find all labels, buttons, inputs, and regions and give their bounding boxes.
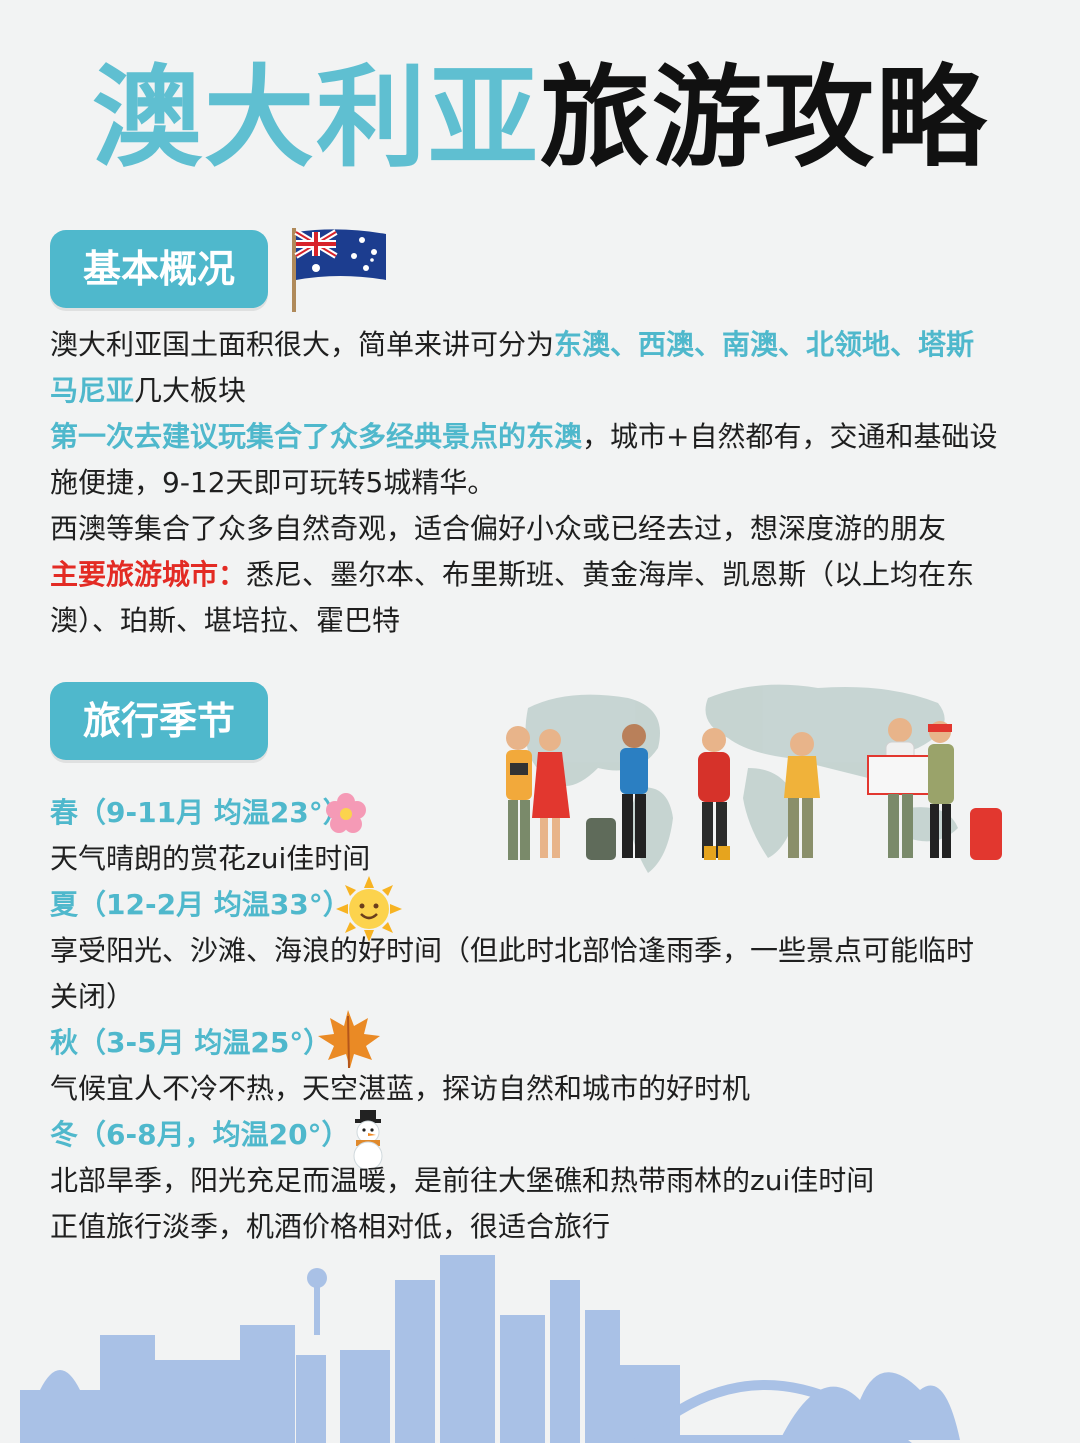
- regions-highlight: 东澳、西澳、南澳、北领地、塔斯: [554, 328, 975, 361]
- first-trip-highlight: 第一次去建议玩集合了众多经典景点的东澳: [50, 420, 583, 453]
- overview-line-7: 澳）、珀斯、堪培拉、霍巴特: [50, 604, 401, 637]
- title-part-2: 旅游攻略: [540, 54, 988, 182]
- overview-line-5: 西澳等集合了众多自然奇观，适合偏好小众或已经去过，想深度游的朋友: [50, 512, 947, 545]
- winter-desc-1: 北部旱季，阳光充足而温暖，是前往大堡礁和热带雨林的zui佳时间: [50, 1164, 875, 1197]
- spring-title: 春（9-11月 均温23°）: [50, 796, 351, 829]
- maple-leaf-icon: [312, 1006, 384, 1072]
- overview-line-2: 马尼亚几大板块: [50, 368, 1040, 414]
- city-skyline-illustration: [0, 1240, 1080, 1443]
- overview-line-1: 澳大利亚国土面积很大，简单来讲可分为东澳、西澳、南澳、北领地、塔斯: [50, 322, 1040, 368]
- australia-flag-icon: [290, 226, 390, 312]
- title-part-1: 澳大利亚: [92, 54, 540, 182]
- winter-desc-2: 正值旅行淡季，机酒价格相对低，很适合旅行: [50, 1210, 611, 1243]
- overview-line-4: 施便捷，9-12天即可玩转5城精华。: [50, 466, 496, 499]
- overview-text: 澳大利亚国土面积很大，简单来讲可分为: [50, 328, 555, 361]
- main-cities-list: 悉尼、墨尔本、布里斯班、黄金海岸、凯恩斯（以上均在东: [246, 558, 975, 591]
- overview-text: ，城市+自然都有，交通和基础设: [582, 420, 998, 453]
- summer-desc-2: 关闭）: [50, 980, 135, 1013]
- tasmania-highlight: 马尼亚: [50, 374, 135, 407]
- section-badge-overview: 基本概况: [50, 230, 268, 308]
- winter-title: 冬（6-8月，均温20°）: [50, 1118, 350, 1151]
- flower-icon: [324, 792, 368, 836]
- autumn-title: 秋（3-5月 均温25°）: [50, 1026, 332, 1059]
- overview-line-3: 第一次去建议玩集合了众多经典景点的东澳，城市+自然都有，交通和基础设: [50, 414, 1040, 460]
- page-title: 澳大利亚旅游攻略: [0, 48, 1080, 188]
- summer-desc-1: 享受阳光、沙滩、海浪的好时间（但此时北部恰逢雨季，一些景点可能临时: [50, 934, 975, 967]
- overview-text: 几大板块: [134, 374, 247, 407]
- overview-line-6: 主要旅游城市：悉尼、墨尔本、布里斯班、黄金海岸、凯恩斯（以上均在东: [50, 552, 1040, 598]
- travelers-illustration: [488, 668, 1018, 898]
- summer-title: 夏（12-2月 均温33°）: [50, 888, 351, 921]
- autumn-desc: 气候宜人不冷不热，天空湛蓝，探访自然和城市的好时机: [50, 1072, 751, 1105]
- main-cities-label: 主要旅游城市：: [50, 558, 247, 591]
- sun-icon: [336, 876, 402, 942]
- spring-desc: 天气晴朗的赏花zui佳时间: [50, 842, 371, 875]
- section-badge-seasons: 旅行季节: [50, 682, 268, 760]
- snowman-icon: [340, 1108, 396, 1170]
